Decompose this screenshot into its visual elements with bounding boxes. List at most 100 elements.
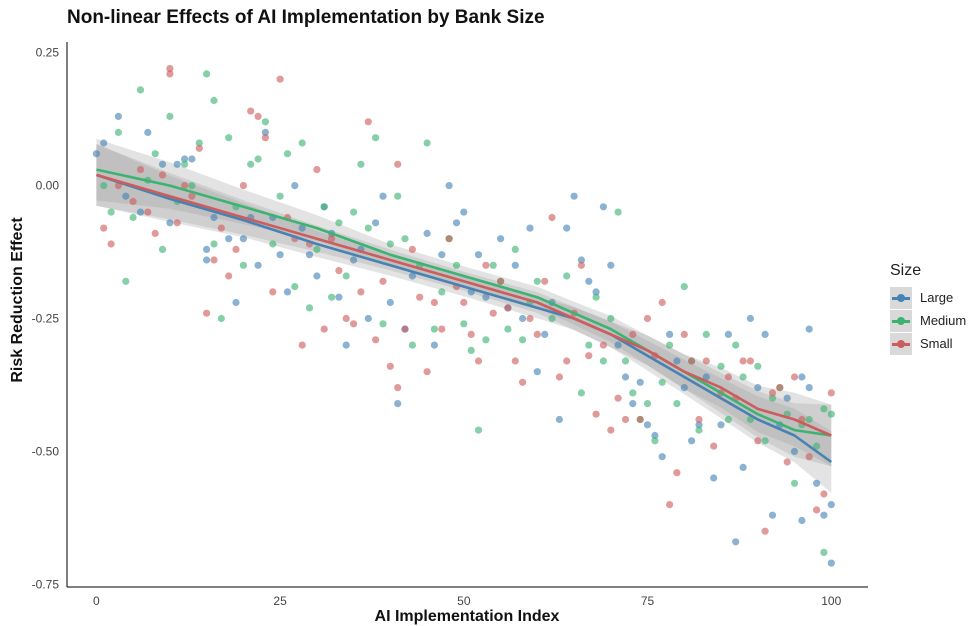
point-small-78 [666,501,674,509]
legend-label-small: Small [920,336,953,351]
point-small-60 [533,330,541,338]
point-large-13 [210,213,218,222]
point-small-11 [181,182,189,190]
point-small-14 [203,309,211,317]
point-small-32 [335,267,343,275]
point-small-53 [482,261,490,269]
point-medium-81 [717,362,725,370]
point-large-48 [482,293,490,301]
point-medium-12 [188,182,196,190]
point-large-86 [768,511,777,519]
point-small-19 [239,182,247,190]
point-small-77 [658,298,666,307]
point-medium-35 [350,208,358,216]
point-medium-4 [129,213,137,222]
y-axis-label: Risk Reduction Effect [9,217,26,383]
point-medium-36 [357,160,365,168]
point-large-70 [651,431,659,440]
legend-key-medium [890,309,912,332]
point-large-22 [283,288,292,296]
point-small-48 [445,235,453,243]
point-medium-11 [181,160,189,168]
point-large-73 [673,357,681,365]
point-large-4 [136,208,145,216]
point-large-12 [203,256,211,264]
point-small-99 [820,490,828,498]
point-medium-22 [254,155,262,163]
point-small-45 [423,368,431,376]
point-small-50 [460,298,468,307]
point-small-82 [695,415,703,424]
point-large-49 [497,235,505,243]
point-small-66 [577,261,586,269]
point-large-29 [335,293,343,301]
point-medium-14 [203,70,211,78]
point-small-90 [754,437,762,445]
point-medium-80 [702,330,710,338]
point-medium-75 [666,341,674,349]
point-small-80 [680,330,688,338]
point-large-79 [717,421,725,429]
point-medium-62 [563,272,571,280]
point-medium-50 [460,320,468,328]
point-small-24 [276,75,284,83]
point-small-51 [467,330,475,338]
point-medium-60 [533,277,541,285]
point-small-74 [636,415,644,424]
point-large-69 [643,421,652,429]
point-small-92 [768,389,777,397]
point-large-21 [276,251,284,259]
point-medium-93 [805,415,813,424]
point-small-98 [813,506,821,514]
point-medium-30 [313,245,321,253]
point-large-58 [563,224,571,232]
point-medium-74 [658,378,666,386]
point-medium-87 [761,437,769,445]
point-large-93 [820,511,828,519]
point-large-57 [555,415,564,424]
point-small-56 [504,304,512,312]
point-large-31 [350,256,358,264]
point-small-37 [372,336,380,344]
point-large-71 [658,453,666,461]
point-small-5 [144,208,152,216]
point-medium-64 [585,341,593,349]
point-large-52 [519,314,527,323]
point-large-55 [541,330,549,338]
point-small-57 [511,357,519,365]
point-medium-15 [210,96,218,105]
point-large-10 [188,155,196,163]
point-medium-70 [629,389,637,397]
point-medium-97 [820,405,828,413]
point-small-34 [350,320,358,328]
point-medium-23 [261,118,269,126]
point-small-100 [827,389,835,397]
point-small-4 [136,166,145,174]
point-large-2 [114,112,122,120]
point-small-88 [739,357,747,365]
point-large-75 [688,437,696,445]
point-medium-2 [114,128,122,136]
point-medium-5 [136,86,145,94]
point-medium-96 [827,410,835,418]
point-small-91 [761,527,769,535]
point-large-7 [166,219,174,227]
point-small-43 [408,245,416,253]
point-large-18 [254,261,262,269]
point-large-9 [181,155,189,163]
point-medium-25 [276,192,284,200]
point-small-0 [100,224,108,232]
point-large-6 [158,160,167,168]
x-tick-label-3: 75 [641,594,655,608]
point-small-62 [548,213,556,222]
point-large-63 [599,203,608,211]
point-medium-72 [643,400,652,408]
point-large-80 [724,330,733,338]
point-large-33 [364,314,372,323]
point-small-83 [702,357,710,365]
point-medium-1 [107,208,115,216]
point-medium-51 [467,346,475,354]
point-small-86 [724,373,733,381]
point-large-76 [695,421,703,429]
point-small-36 [364,118,372,126]
